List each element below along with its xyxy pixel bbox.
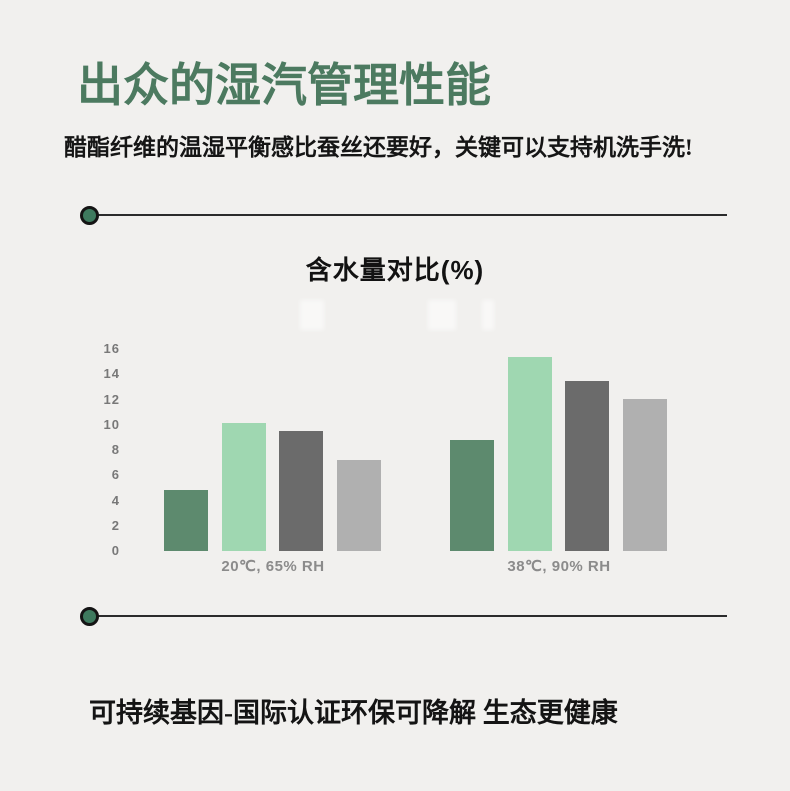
y-axis-tick-6: 6	[111, 467, 120, 483]
y-axis-tick-4: 4	[111, 492, 120, 508]
watermark-smudge	[300, 300, 324, 330]
y-axis-tick-16: 16	[103, 341, 120, 356]
chart-title: 含水量对比(%)	[305, 255, 485, 285]
bar-dark-gray-group2	[565, 381, 609, 551]
x-axis-label-group1: 20℃, 65% RH	[221, 558, 325, 575]
y-axis-tick-0: 0	[111, 543, 120, 558]
watermark-smudge	[482, 300, 494, 330]
y-axis-tick-2: 2	[111, 517, 120, 533]
bar-light-gray-group2	[623, 399, 667, 551]
divider-line	[96, 214, 727, 216]
watermark-smudge	[428, 300, 456, 330]
footer-slogan: 可持续基因-国际认证环保可降解 生态更健康	[89, 698, 618, 728]
x-axis-label-group2: 38℃, 90% RH	[507, 558, 611, 575]
green-dot-icon	[80, 206, 99, 225]
y-axis-tick-14: 14	[103, 366, 120, 382]
bar-light-green-group1	[222, 423, 266, 551]
green-dot-icon	[80, 607, 99, 626]
divider-line	[96, 615, 727, 617]
bar-light-gray-group1	[337, 460, 381, 551]
y-axis-tick-8: 8	[111, 442, 120, 457]
bar-dark-green-group1	[164, 490, 208, 551]
y-axis-tick-10: 10	[103, 416, 120, 432]
y-axis-tick-12: 12	[103, 391, 120, 407]
bar-dark-green-group2	[450, 440, 494, 551]
bar-light-green-group2	[508, 357, 552, 551]
page-subtitle: 醋酯纤维的温湿平衡感比蚕丝还要好，关键可以支持机洗手洗!	[64, 135, 693, 160]
page-title: 出众的湿汽管理性能	[77, 59, 491, 111]
bar-dark-gray-group1	[279, 431, 323, 551]
